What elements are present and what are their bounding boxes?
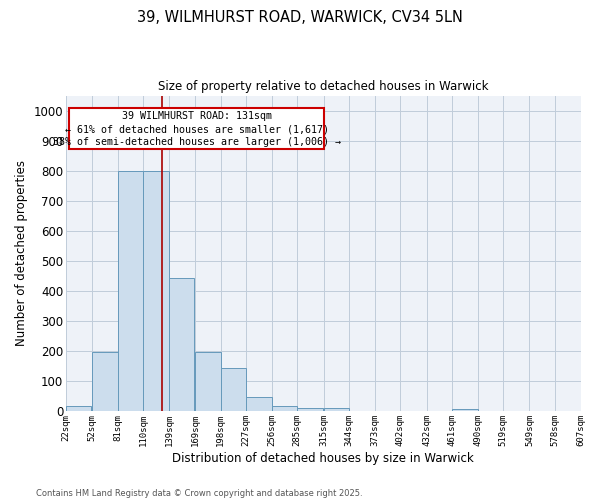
Bar [92,352,118,412]
FancyBboxPatch shape [70,108,323,149]
Bar [246,397,272,411]
Y-axis label: Number of detached properties: Number of detached properties [15,160,28,346]
Text: 39, WILMHURST ROAD, WARWICK, CV34 5LN: 39, WILMHURST ROAD, WARWICK, CV34 5LN [137,10,463,25]
Bar [143,171,169,412]
Bar [272,406,297,411]
Bar [118,171,143,412]
Bar [297,408,323,412]
Bar [323,408,349,412]
Title: Size of property relative to detached houses in Warwick: Size of property relative to detached ho… [158,80,488,93]
Bar [221,368,246,412]
Bar [66,406,91,411]
Text: 39 WILMHURST ROAD: 131sqm: 39 WILMHURST ROAD: 131sqm [122,111,272,121]
Text: Contains HM Land Registry data © Crown copyright and database right 2025.: Contains HM Land Registry data © Crown c… [36,488,362,498]
Bar [195,352,221,412]
Bar [452,409,478,412]
X-axis label: Distribution of detached houses by size in Warwick: Distribution of detached houses by size … [172,452,474,465]
Bar [169,278,194,411]
Text: 38% of semi-detached houses are larger (1,006) →: 38% of semi-detached houses are larger (… [53,137,341,147]
Text: ← 61% of detached houses are smaller (1,617): ← 61% of detached houses are smaller (1,… [65,124,329,134]
